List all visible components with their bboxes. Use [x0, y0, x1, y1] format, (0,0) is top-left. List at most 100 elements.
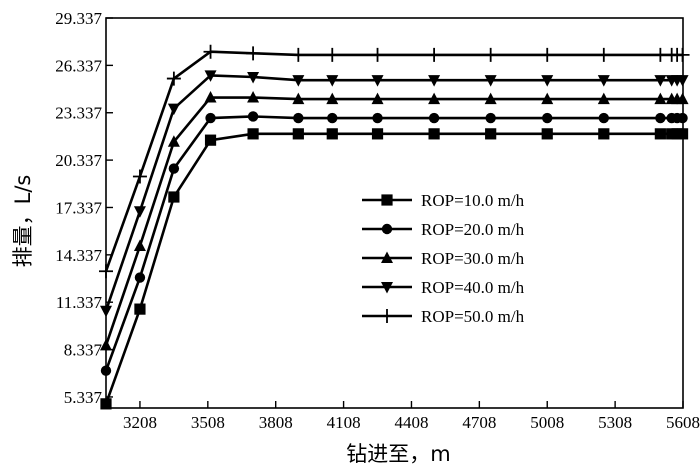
series-line	[104, 74, 683, 312]
x-tick-label: 5008	[530, 413, 564, 432]
axes: 5.337 8.337 11.337 14.337 17.337 20.337 23.337…	[55, 9, 700, 432]
data-point	[203, 44, 218, 59]
data-point	[428, 128, 440, 140]
data-point	[428, 92, 441, 105]
data-point	[541, 128, 553, 140]
series-4	[100, 70, 689, 318]
data-point	[247, 72, 260, 84]
legend-marker	[381, 223, 393, 235]
data-point	[654, 128, 666, 140]
x-tick-label: 4408	[394, 413, 428, 432]
data-point	[327, 112, 338, 124]
legend-item: ROP=10.0 m/h	[362, 191, 525, 210]
legend-item: ROP=30.0 m/h	[362, 249, 525, 268]
data-point	[167, 103, 180, 116]
y-tick-label: 11.337	[56, 293, 103, 312]
data-point	[485, 112, 496, 124]
y-tick-label: 17.337	[55, 198, 102, 217]
data-point	[540, 47, 555, 62]
data-point	[325, 47, 340, 62]
data-point	[427, 47, 442, 62]
legend-item: ROP=40.0 m/h	[362, 278, 525, 297]
y-tick-label: 5.337	[64, 388, 103, 407]
legend-label: ROP=30.0 m/h	[421, 249, 525, 268]
data-point	[541, 75, 554, 87]
data-point	[371, 75, 384, 87]
x-tick-label: 3808	[259, 413, 293, 432]
data-point	[654, 75, 667, 87]
x-tick-label: 3208	[123, 413, 157, 432]
data-point	[326, 128, 338, 140]
series-line	[104, 115, 683, 372]
legend-label: ROP=40.0 m/h	[421, 278, 525, 297]
x-tick-label: 5308	[598, 413, 632, 432]
data-point	[654, 92, 667, 105]
data-point	[372, 112, 383, 124]
data-point	[597, 75, 610, 87]
data-point	[204, 70, 217, 82]
data-point	[168, 191, 180, 203]
series-group	[99, 44, 690, 410]
data-point	[428, 112, 440, 124]
data-point	[542, 112, 553, 124]
y-tick-label: 23.337	[55, 104, 102, 123]
data-point	[428, 75, 441, 87]
legend-label: ROP=20.0 m/h	[421, 220, 525, 239]
data-point	[132, 169, 147, 184]
data-point	[596, 47, 611, 62]
data-point	[371, 128, 384, 140]
data-point	[292, 128, 304, 140]
x-axis-title: 钻进至，m	[346, 442, 450, 466]
x-tick-label: 4108	[327, 413, 361, 432]
data-point	[204, 91, 217, 103]
data-point	[484, 92, 497, 105]
data-point	[483, 47, 498, 62]
data-point	[597, 92, 610, 105]
legend: ROP=10.0 m/h ROP=20.0 m/h ROP=30.0 m/h ROP=…	[362, 191, 525, 326]
legend-label: ROP=50.0 m/h	[421, 307, 525, 326]
legend-marker	[381, 282, 393, 294]
data-point	[371, 92, 384, 105]
data-point	[166, 71, 181, 86]
x-tick-label: 4708	[462, 413, 496, 432]
data-point	[541, 92, 554, 105]
data-point	[247, 91, 260, 103]
data-point	[168, 163, 180, 174]
legend-marker	[381, 194, 393, 206]
data-point	[246, 46, 261, 61]
data-point	[247, 111, 259, 122]
data-point	[293, 112, 304, 124]
data-point	[205, 112, 216, 124]
x-tick-label: 3508	[191, 413, 225, 432]
data-point	[598, 128, 610, 140]
data-point	[134, 272, 146, 283]
series-line	[104, 50, 683, 272]
data-point	[291, 47, 306, 62]
data-point	[204, 134, 217, 146]
y-tick-label: 20.337	[55, 151, 102, 170]
data-point	[485, 128, 497, 140]
series-5	[99, 44, 690, 279]
legend-label: ROP=10.0 m/h	[421, 191, 525, 210]
data-point	[326, 92, 339, 105]
plot-frame	[105, 17, 684, 409]
y-tick-label: 26.337	[55, 56, 102, 75]
data-point	[326, 75, 339, 87]
series-2	[100, 111, 688, 376]
data-point	[133, 206, 146, 218]
data-point	[167, 135, 180, 147]
series-line	[104, 132, 683, 405]
legend-marker	[381, 251, 393, 263]
y-tick-label: 14.337	[55, 246, 102, 265]
data-point	[247, 128, 259, 140]
series-line	[104, 96, 683, 346]
legend-item: ROP=50.0 m/h	[362, 307, 525, 326]
legend-marker	[380, 309, 394, 323]
legend-item: ROP=20.0 m/h	[362, 220, 525, 239]
data-point	[655, 112, 666, 124]
data-point	[292, 75, 305, 87]
data-point	[134, 303, 146, 315]
x-tick-label: 5608	[666, 413, 700, 432]
